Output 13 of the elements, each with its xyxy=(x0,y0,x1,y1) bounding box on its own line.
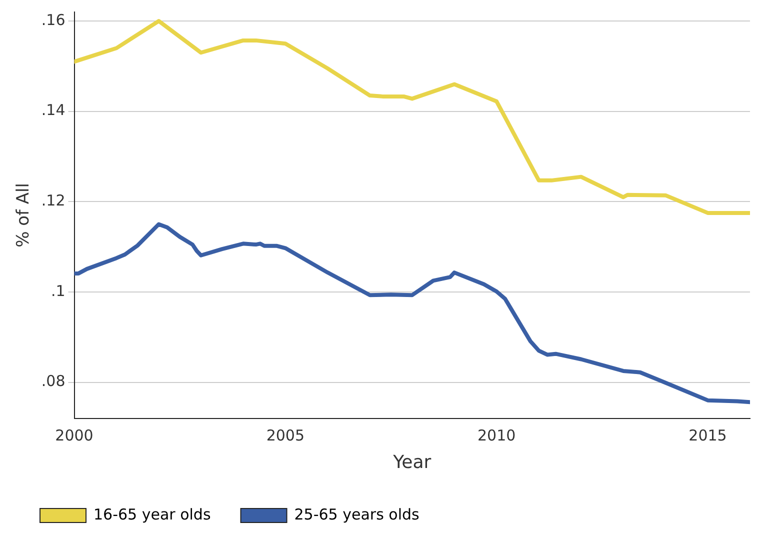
x-tick-label: 2000 xyxy=(55,426,94,444)
y-tick-label: .14 xyxy=(41,101,66,120)
legend-label: 16-65 year olds xyxy=(94,505,211,524)
y-tick-label: .08 xyxy=(41,372,66,390)
x-tick-label: 2010 xyxy=(478,426,516,444)
y-tick-label: .16 xyxy=(41,10,66,29)
y-axis-title: % of All xyxy=(14,182,34,248)
legend-label: 25-65 years olds xyxy=(294,505,420,524)
x-axis-title: Year xyxy=(392,452,432,473)
x-tick-label: 2015 xyxy=(688,426,727,444)
y-tick-label: .1 xyxy=(50,282,66,300)
x-tick-label: 2005 xyxy=(266,426,305,444)
y-tick-label: .12 xyxy=(41,192,66,210)
